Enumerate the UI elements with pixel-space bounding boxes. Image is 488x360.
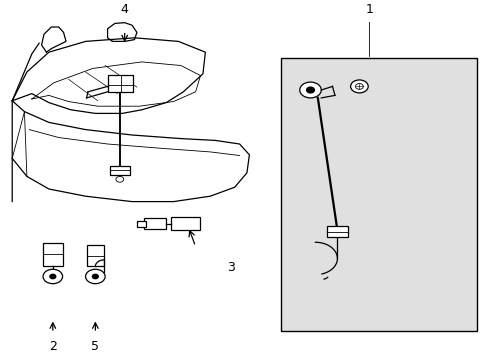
Bar [326, 226, 347, 237]
Text: 4: 4 [121, 3, 128, 16]
Bar [144, 218, 166, 229]
Text: 5: 5 [91, 340, 99, 353]
Circle shape [50, 274, 56, 279]
Bar [86, 245, 104, 266]
Bar [171, 217, 199, 230]
Bar [110, 166, 129, 175]
Text: 2: 2 [49, 340, 57, 353]
Bar [137, 221, 145, 227]
Circle shape [92, 274, 98, 279]
Bar [43, 243, 62, 266]
Circle shape [350, 80, 367, 93]
Circle shape [299, 82, 321, 98]
Circle shape [355, 84, 363, 89]
Circle shape [306, 87, 314, 93]
Bar [107, 75, 133, 92]
Text: 3: 3 [227, 261, 235, 274]
Bar [281, 58, 476, 331]
Circle shape [85, 269, 105, 284]
Circle shape [116, 176, 123, 182]
Text: 1: 1 [365, 3, 372, 16]
Circle shape [43, 269, 62, 284]
